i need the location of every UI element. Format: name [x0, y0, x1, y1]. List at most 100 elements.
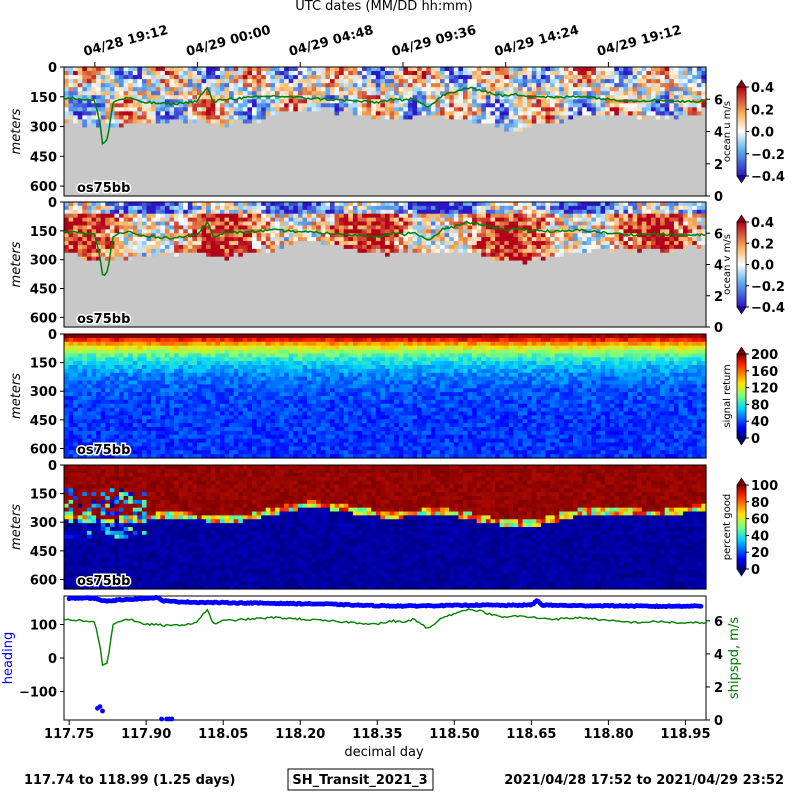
heatmap-cell [541, 136, 546, 141]
heatmap-cell [555, 75, 560, 80]
heatmap-cell [114, 265, 119, 270]
heatmap-cell [73, 140, 78, 145]
heatmap-cell [257, 119, 262, 124]
heatmap-cell [390, 127, 395, 132]
heatmap-cell [321, 160, 326, 165]
heatmap-cell [92, 83, 97, 88]
heatmap-cell [357, 144, 362, 149]
heatmap-cell [165, 152, 170, 157]
heatmap-cell [656, 152, 661, 157]
heatmap-cell [348, 91, 353, 96]
heatmap-cell [568, 144, 573, 149]
heatmap-cell [518, 103, 523, 108]
heatmap-cell [440, 180, 445, 185]
heatmap-cell [399, 148, 404, 153]
heatmap-cell [96, 272, 101, 277]
heatmap-cell [302, 111, 307, 116]
heatmap-cell [316, 79, 321, 84]
heatmap-cell [151, 95, 156, 100]
heatmap-cell [610, 123, 615, 128]
heatmap-cell [64, 280, 69, 285]
heatmap-cell [435, 127, 440, 132]
heatmap-cell [353, 148, 358, 153]
heatmap-cell [445, 123, 450, 128]
heatmap-cell [688, 95, 693, 100]
heatmap-cell [610, 140, 615, 145]
heatmap-cell [573, 132, 578, 137]
heatmap-cell [399, 123, 404, 128]
heatmap-cell [523, 123, 528, 128]
heatmap-cell [440, 136, 445, 141]
heatmap-cell [220, 176, 225, 181]
heatmap-cell [435, 184, 440, 189]
heatmap-cell [527, 172, 532, 177]
heatmap-cell [683, 71, 688, 76]
heatmap-cell [582, 156, 587, 161]
heatmap-cell [591, 127, 596, 132]
heatmap-cell [133, 184, 138, 189]
heatmap-cell [380, 95, 385, 100]
heatmap-cell [422, 140, 427, 145]
heatmap-cell [225, 71, 230, 76]
heatmap-cell [440, 156, 445, 161]
heatmap-cell [266, 91, 271, 96]
heatmap-cell [206, 148, 211, 153]
heatmap-cell [601, 87, 606, 92]
heatmap-cell [124, 284, 129, 289]
heatmap-cell [527, 79, 532, 84]
heatmap-cell [390, 83, 395, 88]
heatmap-cell [380, 152, 385, 157]
heatmap-cell [220, 136, 225, 141]
heatmap-cell [490, 172, 495, 177]
heatmap-cell [261, 115, 266, 120]
heatmap-cell [266, 152, 271, 157]
heatmap-cell [243, 87, 248, 92]
heatmap-cell [87, 276, 92, 281]
heatmap-cell [573, 75, 578, 80]
heatmap-cell [298, 115, 303, 120]
heatmap-cell [289, 136, 294, 141]
heatmap-cell [169, 123, 174, 128]
heatmap-cell [587, 164, 592, 169]
heatmap-cell [78, 265, 83, 270]
heatmap-cell [440, 111, 445, 116]
heatmap-cell [596, 180, 601, 185]
heatmap-cell [587, 140, 592, 145]
heatmap-cell [408, 115, 413, 120]
heatmap-cell [568, 132, 573, 137]
heatmap-cell [458, 91, 463, 96]
heatmap-cell [683, 119, 688, 124]
heatmap-cell [472, 176, 477, 181]
heatmap-cell [532, 180, 537, 185]
heatmap-cell [69, 136, 74, 141]
heatmap-cell [211, 79, 216, 84]
heatmap-cell [394, 180, 399, 185]
heatmap-cell [490, 148, 495, 153]
heatmap-cell [665, 95, 670, 100]
heatmap-cell [312, 164, 317, 169]
heatmap-cell [156, 107, 161, 112]
heatmap-cell [449, 136, 454, 141]
heatmap-cell [509, 136, 514, 141]
heatmap-cell [472, 188, 477, 193]
heatmap-cell [96, 233, 101, 238]
heatmap-cell [302, 144, 307, 149]
heatmap-cell [169, 111, 174, 116]
heatmap-cell [610, 119, 615, 124]
heatmap-cell [101, 249, 106, 254]
heatmap-cell [312, 184, 317, 189]
heatmap-cell [211, 127, 216, 132]
heatmap-cell [601, 144, 606, 149]
heatmap-cell [101, 71, 106, 76]
heatmap-cell [385, 164, 390, 169]
heatmap-cell [87, 91, 92, 96]
heatmap-cell [555, 180, 560, 185]
heatmap-cell [73, 249, 78, 254]
heatmap-cell [541, 75, 546, 80]
heatmap-cell [330, 144, 335, 149]
heatmap-cell [215, 79, 220, 84]
top-tick-label: 04/29 00:00 [185, 23, 273, 60]
heatmap-cell [394, 75, 399, 80]
heatmap-cell [64, 292, 69, 297]
heatmap-cell [628, 172, 633, 177]
